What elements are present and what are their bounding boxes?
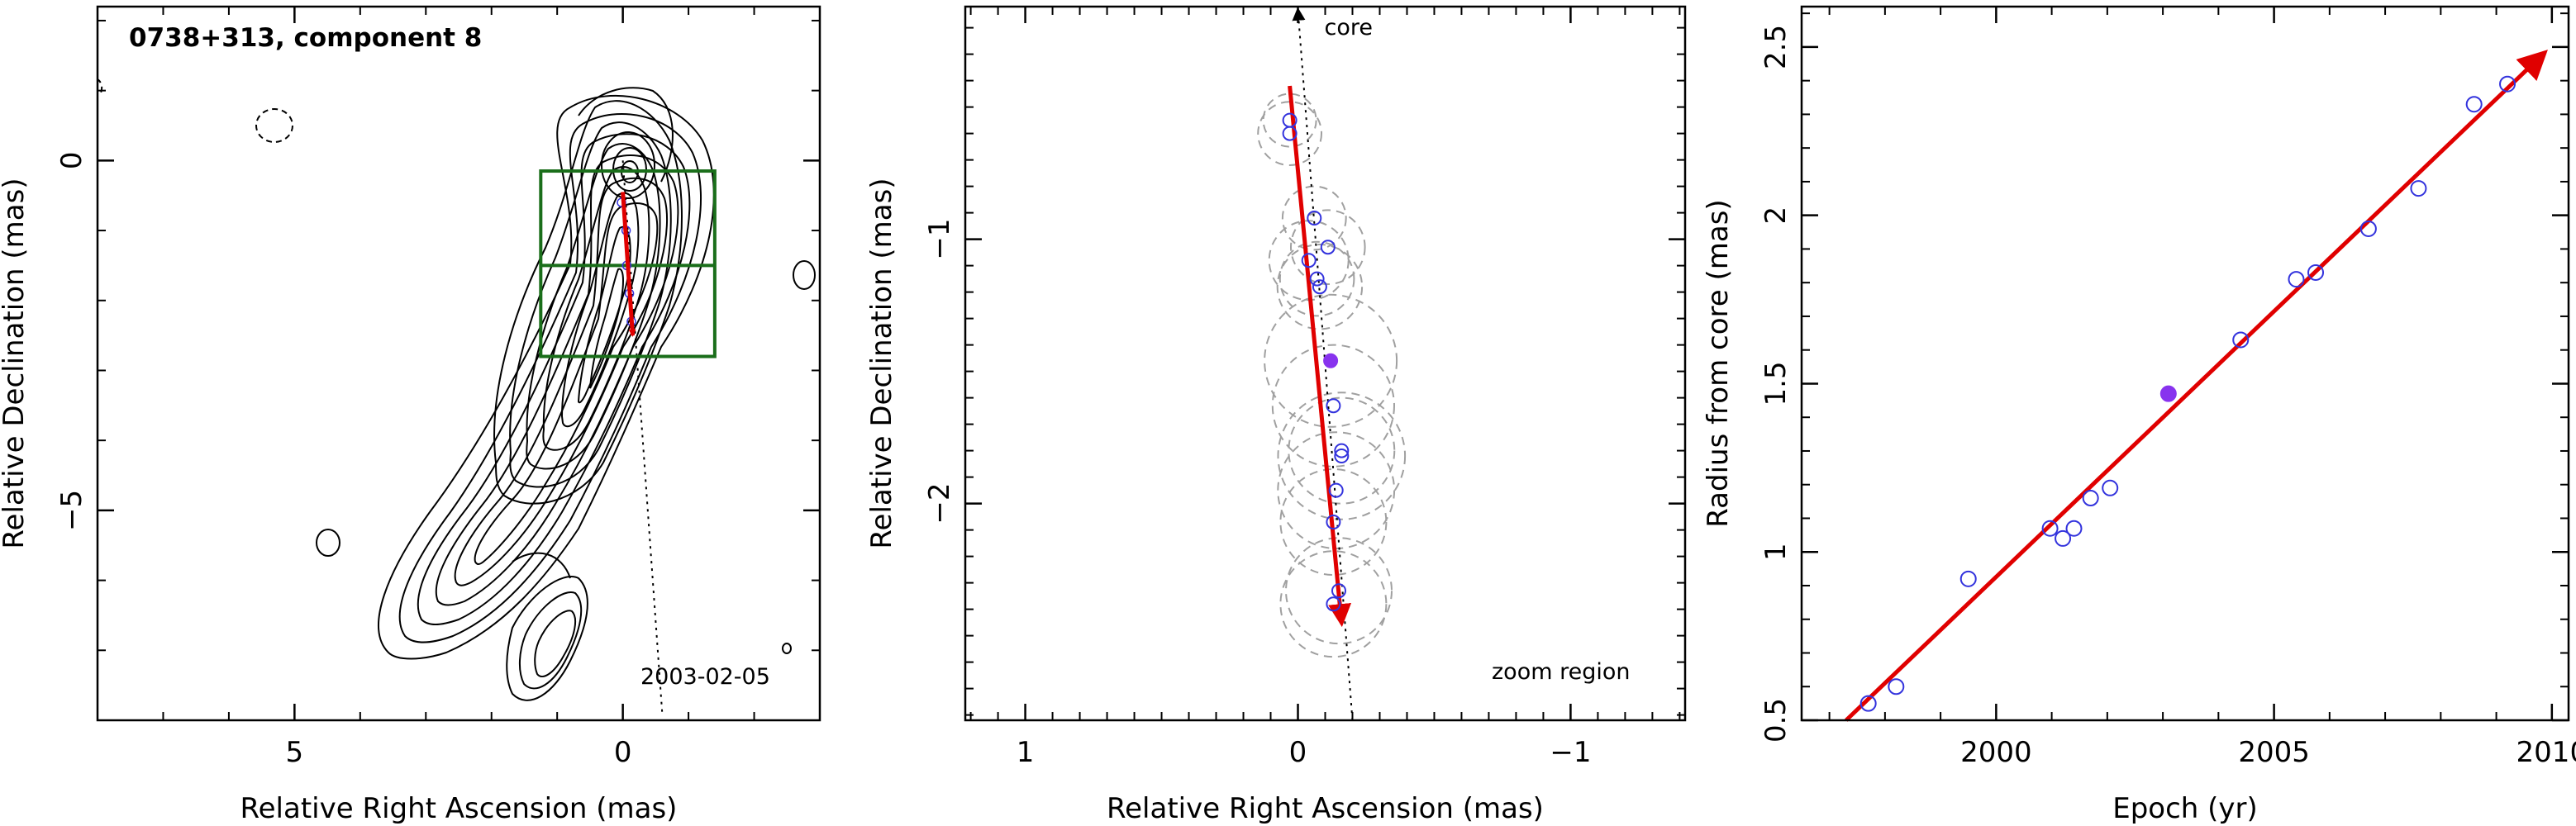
y-tick-label: 2.5 bbox=[1759, 25, 1793, 69]
core-label: core bbox=[1325, 15, 1373, 40]
error-circle bbox=[1277, 392, 1407, 520]
x-tick-label: 1 bbox=[1017, 736, 1035, 769]
error-circle bbox=[1289, 209, 1366, 286]
error-circle bbox=[1278, 240, 1355, 317]
component-points bbox=[1282, 112, 1350, 612]
radius-point bbox=[2055, 529, 2072, 547]
component-point bbox=[1326, 596, 1341, 612]
contour-core-region bbox=[493, 100, 683, 505]
fit-arrow bbox=[1288, 85, 1352, 628]
x-tick-label: 5 bbox=[286, 736, 304, 769]
component-point bbox=[1301, 253, 1317, 268]
radius-point bbox=[2499, 75, 2516, 93]
jet-direction-line bbox=[621, 160, 664, 714]
radius-point bbox=[1859, 695, 1877, 712]
left-axis-ticks: 5 0 0 −5 bbox=[55, 7, 821, 769]
contour-outer-bridge bbox=[512, 87, 674, 579]
left-y-axis-label: Relative Declination (mas) bbox=[0, 178, 31, 548]
error-circle bbox=[1284, 537, 1393, 645]
error-circle bbox=[1264, 293, 1398, 428]
y-tick-label: −5 bbox=[55, 490, 88, 531]
right-y-axis-label: Radius from core (mas) bbox=[1702, 199, 1735, 527]
radius-point bbox=[2359, 220, 2377, 237]
x-tick-label: −1 bbox=[1550, 736, 1591, 769]
x-tick-label: 0 bbox=[614, 736, 632, 769]
radius-point bbox=[2288, 271, 2305, 288]
error-circle bbox=[1257, 101, 1323, 167]
radius-point bbox=[2232, 331, 2250, 349]
component-point bbox=[1320, 240, 1336, 255]
right-axes-frame bbox=[1800, 5, 2570, 722]
middle-axis-ticks: 1 0 −1 −1 −2 bbox=[923, 7, 1685, 769]
component-point bbox=[1331, 583, 1346, 599]
component-point bbox=[1307, 211, 1322, 225]
middle-x-axis-label: Relative Right Ascension (mas) bbox=[1107, 792, 1544, 825]
component-point bbox=[1326, 398, 1341, 414]
y-tick-label: −1 bbox=[923, 219, 956, 260]
panel-left: 5 0 0 −5 0738+313, component 8 2003-02-05 R… bbox=[0, 5, 821, 825]
component-point bbox=[1328, 482, 1344, 498]
y-tick-label: −2 bbox=[923, 483, 956, 525]
radius-point bbox=[2102, 479, 2119, 496]
highlighted-radius-point bbox=[2159, 385, 2177, 402]
y-tick-label: 0 bbox=[55, 152, 88, 170]
middle-y-axis-label: Relative Declination (mas) bbox=[865, 178, 898, 548]
radius-point bbox=[2465, 96, 2483, 113]
radius-points bbox=[1859, 75, 2516, 712]
error-circle bbox=[1276, 244, 1364, 330]
x-tick-label: 0 bbox=[1289, 736, 1307, 769]
component-point bbox=[1282, 112, 1298, 128]
fit-line bbox=[1845, 50, 2548, 722]
contour-lower-lobe bbox=[378, 94, 715, 660]
y-tick-label: 2 bbox=[1759, 206, 1793, 225]
component-point bbox=[1334, 443, 1350, 458]
panel-middle: 1 0 −1 −1 −2 core zoom region Relative Right… bbox=[865, 5, 1687, 825]
component-point bbox=[1312, 279, 1327, 295]
error-circle bbox=[1262, 93, 1317, 148]
radius-point bbox=[2065, 520, 2083, 537]
right-x-axis-label: Epoch (yr) bbox=[2112, 792, 2258, 825]
radius-point bbox=[2410, 180, 2427, 197]
radius-point bbox=[1888, 678, 1905, 695]
contour-isolated bbox=[98, 78, 816, 654]
zoom-box-outline bbox=[539, 169, 717, 358]
error-circle bbox=[1281, 185, 1347, 251]
y-tick-label: 0.5 bbox=[1759, 698, 1793, 743]
left-x-axis-label: Relative Right Ascension (mas) bbox=[240, 792, 678, 825]
contour-map bbox=[98, 78, 816, 701]
highlighted-component-point bbox=[1323, 353, 1339, 368]
radius-point bbox=[2041, 520, 2059, 537]
component-point bbox=[1326, 515, 1341, 529]
error-circle bbox=[1271, 344, 1395, 468]
fit-arrow bbox=[621, 192, 636, 337]
contour-lower-jet bbox=[506, 576, 588, 701]
error-circle bbox=[1279, 550, 1388, 658]
left-axes-frame bbox=[96, 5, 821, 722]
radius-point bbox=[2082, 490, 2099, 507]
error-circle bbox=[1279, 468, 1388, 576]
radius-point bbox=[1959, 570, 1977, 587]
left-panel-title: 0738+313, component 8 bbox=[129, 23, 482, 53]
component-point bbox=[1309, 271, 1325, 287]
radius-point bbox=[2307, 263, 2325, 281]
error-circles bbox=[1257, 93, 1407, 658]
x-tick-label: 2005 bbox=[2238, 736, 2310, 769]
zoom-region-label: zoom region bbox=[1492, 659, 1630, 685]
y-tick-label: 1.5 bbox=[1759, 361, 1793, 406]
component-point bbox=[1282, 126, 1298, 141]
epoch-label: 2003-02-05 bbox=[640, 664, 770, 690]
error-circle bbox=[1288, 396, 1396, 505]
component-point bbox=[1334, 449, 1350, 463]
y-tick-label: 1 bbox=[1759, 543, 1793, 561]
x-tick-label: 2000 bbox=[1960, 736, 2032, 769]
